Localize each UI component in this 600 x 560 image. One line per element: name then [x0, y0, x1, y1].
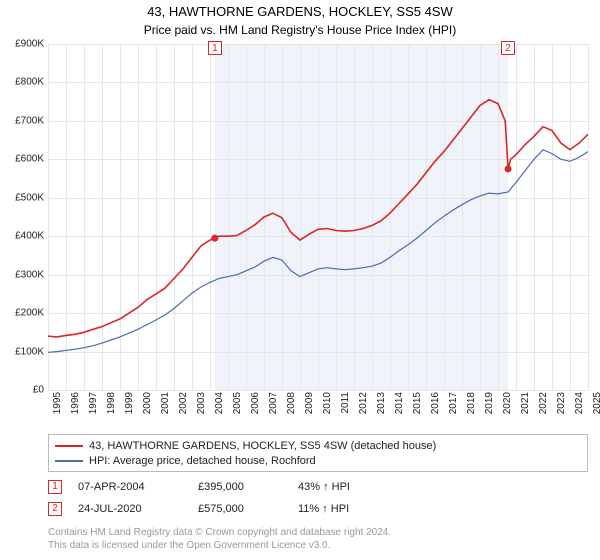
sale-price: £575,000 [198, 503, 298, 515]
chart-title: 43, HAWTHORNE GARDENS, HOCKLEY, SS5 4SW [0, 0, 600, 21]
y-tick-label: £600K [4, 154, 44, 165]
gridline-v [588, 44, 589, 390]
sale-dot [211, 235, 218, 242]
x-tick-label: 2025 [592, 392, 600, 426]
x-tick-label: 2013 [376, 392, 387, 426]
sale-date: 24-JUL-2020 [78, 503, 198, 515]
x-tick-label: 2015 [412, 392, 423, 426]
y-tick-label: £400K [4, 231, 44, 242]
sales-table: 1 07-APR-2004£395,00043% ↑ HPI 2 24-JUL-202… [48, 476, 588, 520]
legend-item: HPI: Average price, detached house, Roch… [55, 453, 581, 468]
x-tick-label: 1995 [52, 392, 63, 426]
x-tick-label: 2017 [448, 392, 459, 426]
x-tick-label: 2004 [214, 392, 225, 426]
footer-line: This data is licensed under the Open Gov… [48, 539, 588, 552]
x-tick-label: 2003 [196, 392, 207, 426]
sale-dot [505, 165, 512, 172]
x-tick-label: 1999 [124, 392, 135, 426]
x-tick-label: 2023 [556, 392, 567, 426]
x-tick-label: 2011 [340, 392, 351, 426]
y-tick-label: £700K [4, 115, 44, 126]
x-tick-label: 2000 [142, 392, 153, 426]
plot-svg [48, 44, 588, 390]
sale-marker-1: 1 [208, 41, 222, 55]
legend-swatch [55, 460, 83, 462]
y-tick-label: £800K [4, 77, 44, 88]
x-tick-label: 2018 [466, 392, 477, 426]
chart-container: 43, HAWTHORNE GARDENS, HOCKLEY, SS5 4SW … [0, 0, 600, 560]
x-tick-label: 1997 [88, 392, 99, 426]
x-tick-label: 1996 [70, 392, 81, 426]
gridline-h [48, 390, 588, 391]
sale-row: 2 24-JUL-2020£575,00011% ↑ HPI [48, 498, 588, 520]
x-tick-label: 2022 [538, 392, 549, 426]
legend-label: HPI: Average price, detached house, Roch… [89, 455, 316, 467]
y-tick-label: £300K [4, 269, 44, 280]
plot-area [48, 44, 588, 390]
y-tick-label: £900K [4, 39, 44, 50]
sale-marker-2: 2 [501, 41, 515, 55]
y-tick-label: £200K [4, 308, 44, 319]
x-tick-label: 2010 [322, 392, 333, 426]
x-tick-label: 2016 [430, 392, 441, 426]
sale-price: £395,000 [198, 481, 298, 493]
footer-line: Contains HM Land Registry data © Crown c… [48, 526, 588, 539]
x-tick-label: 2007 [268, 392, 279, 426]
legend-item: 43, HAWTHORNE GARDENS, HOCKLEY, SS5 4SW … [55, 438, 581, 453]
x-tick-label: 2002 [178, 392, 189, 426]
legend-label: 43, HAWTHORNE GARDENS, HOCKLEY, SS5 4SW … [89, 440, 436, 452]
y-tick-label: £0 [4, 385, 44, 396]
sale-diff: 11% ↑ HPI [298, 503, 418, 515]
x-tick-label: 2009 [304, 392, 315, 426]
x-tick-label: 2014 [394, 392, 405, 426]
legend-swatch [55, 445, 83, 447]
x-tick-label: 2006 [250, 392, 261, 426]
x-tick-label: 2019 [484, 392, 495, 426]
legend: 43, HAWTHORNE GARDENS, HOCKLEY, SS5 4SW … [48, 434, 588, 472]
series-line [48, 100, 588, 337]
sale-row-marker: 2 [48, 502, 62, 516]
x-tick-label: 1998 [106, 392, 117, 426]
x-tick-label: 2020 [502, 392, 513, 426]
y-tick-label: £100K [4, 346, 44, 357]
series-line [48, 150, 588, 353]
sale-diff: 43% ↑ HPI [298, 481, 418, 493]
footer-attribution: Contains HM Land Registry data © Crown c… [48, 526, 588, 552]
sale-date: 07-APR-2004 [78, 481, 198, 493]
x-tick-label: 2021 [520, 392, 531, 426]
sale-row-marker: 1 [48, 480, 62, 494]
x-tick-label: 2008 [286, 392, 297, 426]
y-tick-label: £500K [4, 192, 44, 203]
x-tick-label: 2012 [358, 392, 369, 426]
chart-subtitle: Price paid vs. HM Land Registry's House … [0, 21, 600, 39]
x-tick-label: 2001 [160, 392, 171, 426]
x-tick-label: 2005 [232, 392, 243, 426]
x-tick-label: 2024 [574, 392, 585, 426]
sale-row: 1 07-APR-2004£395,00043% ↑ HPI [48, 476, 588, 498]
